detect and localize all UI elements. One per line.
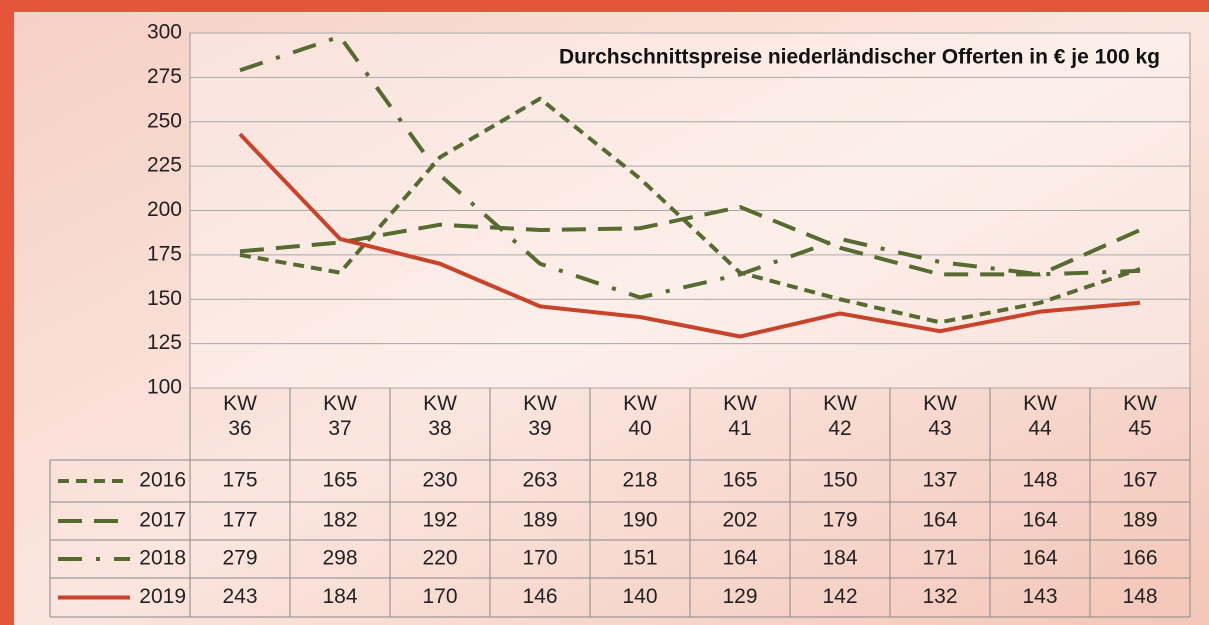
- y-tick-label: 150: [147, 287, 182, 310]
- y-tick-label: 100: [147, 376, 182, 399]
- table-value: 143: [1022, 585, 1057, 608]
- y-tick-label: 200: [147, 198, 182, 221]
- x-tick-label: KW 38: [418, 391, 462, 441]
- table-value: 146: [522, 585, 557, 608]
- legend-label: 2016: [139, 469, 186, 492]
- table-value: 263: [522, 469, 557, 492]
- table-value: 166: [1122, 547, 1157, 570]
- table-value: 164: [1022, 547, 1057, 570]
- table-value: 132: [922, 585, 957, 608]
- y-tick-label: 175: [147, 242, 182, 265]
- table-value: 243: [222, 585, 257, 608]
- table-value: 202: [722, 509, 757, 532]
- table-value: 189: [1122, 509, 1157, 532]
- table-value: 164: [1022, 509, 1057, 532]
- x-tick-label: KW 42: [818, 391, 862, 441]
- table-value: 170: [522, 547, 557, 570]
- y-tick-label: 125: [147, 331, 182, 354]
- table-value: 129: [722, 585, 757, 608]
- x-tick-label: KW 37: [318, 391, 362, 441]
- table-value: 137: [922, 469, 957, 492]
- table-value: 182: [322, 509, 357, 532]
- legend-label: 2018: [139, 547, 186, 570]
- x-tick-label: KW 39: [518, 391, 562, 441]
- table-value: 179: [822, 509, 857, 532]
- y-tick-label: 300: [147, 21, 182, 44]
- table-value: 164: [722, 547, 757, 570]
- x-tick-label: KW 43: [918, 391, 962, 441]
- table-value: 184: [822, 547, 857, 570]
- legend-label: 2019: [139, 585, 186, 608]
- table-value: 230: [422, 469, 457, 492]
- table-value: 177: [222, 509, 257, 532]
- x-tick-label: KW 41: [718, 391, 762, 441]
- table-value: 148: [1022, 469, 1057, 492]
- table-value: 151: [622, 547, 657, 570]
- table-value: 190: [622, 509, 657, 532]
- table-value: 170: [422, 585, 457, 608]
- table-value: 167: [1122, 469, 1157, 492]
- chart-title: Durchschnittspreise niederländischer Off…: [559, 46, 1160, 69]
- table-value: 171: [922, 547, 957, 570]
- chart: Durchschnittspreise niederländischer Off…: [0, 0, 1209, 625]
- y-tick-label: 250: [147, 109, 182, 132]
- x-tick-label: KW 40: [618, 391, 662, 441]
- table-value: 184: [322, 585, 357, 608]
- x-tick-label: KW 44: [1018, 391, 1062, 441]
- table-value: 218: [622, 469, 657, 492]
- x-tick-label: KW 45: [1118, 391, 1162, 441]
- table-value: 148: [1122, 585, 1157, 608]
- table-value: 279: [222, 547, 257, 570]
- table-value: 175: [222, 469, 257, 492]
- chart-page: Durchschnittspreise niederländischer Off…: [0, 0, 1209, 625]
- table-value: 165: [722, 469, 757, 492]
- table-value: 142: [822, 585, 857, 608]
- table-value: 220: [422, 547, 457, 570]
- table-value: 140: [622, 585, 657, 608]
- legend-label: 2017: [139, 509, 186, 532]
- table-value: 189: [522, 509, 557, 532]
- x-tick-label: KW 36: [218, 391, 262, 441]
- table-value: 192: [422, 509, 457, 532]
- table-value: 150: [822, 469, 857, 492]
- table-value: 165: [322, 469, 357, 492]
- y-tick-label: 275: [147, 65, 182, 88]
- table-value: 164: [922, 509, 957, 532]
- y-tick-label: 225: [147, 154, 182, 177]
- table-value: 298: [322, 547, 357, 570]
